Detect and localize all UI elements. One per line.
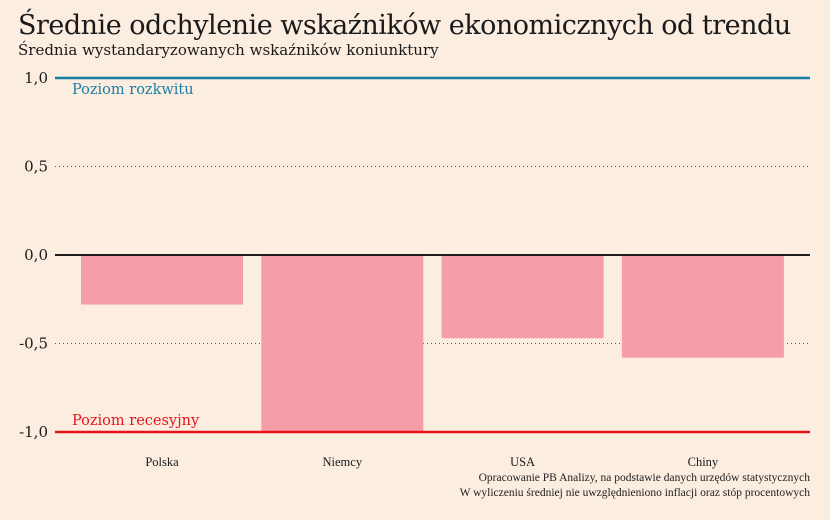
reference-line-label: Poziom recesyjny — [72, 413, 200, 429]
y-tick-label: 1,0 — [24, 69, 48, 87]
y-tick-label: -0,5 — [19, 335, 48, 353]
x-tick-label: Chiny — [688, 455, 719, 469]
y-tick-label: 0,5 — [24, 158, 48, 176]
chart-title: Średnie odchylenie wskaźników ekonomiczn… — [18, 10, 791, 41]
y-tick-label: -1,0 — [19, 423, 48, 441]
bar — [621, 255, 784, 358]
reference-line-label: Poziom rozkwitu — [72, 82, 194, 98]
methodology-note: W wyliczeniu średniej nie uwzględnienion… — [459, 487, 810, 499]
bar — [261, 255, 424, 432]
x-axis-labels: Polska Niemcy USA Chiny — [145, 455, 719, 469]
source-note: Opracowanie PB Analizy, na podstawie dan… — [478, 472, 810, 484]
y-axis-ticks: 1,0 0,5 0,0 -0,5 -1,0 — [19, 69, 48, 441]
bar — [441, 255, 604, 339]
bar — [81, 255, 243, 305]
x-tick-label: Niemcy — [323, 455, 363, 469]
y-tick-label: 0,0 — [24, 246, 48, 264]
chart-subtitle: Średnia wystandaryzowanych wskaźników ko… — [18, 41, 439, 59]
x-tick-label: USA — [510, 455, 535, 469]
x-tick-label: Polska — [145, 455, 179, 469]
reference-lines: Poziom rozkwitu Poziom recesyjny — [55, 76, 810, 434]
bars — [81, 255, 784, 432]
